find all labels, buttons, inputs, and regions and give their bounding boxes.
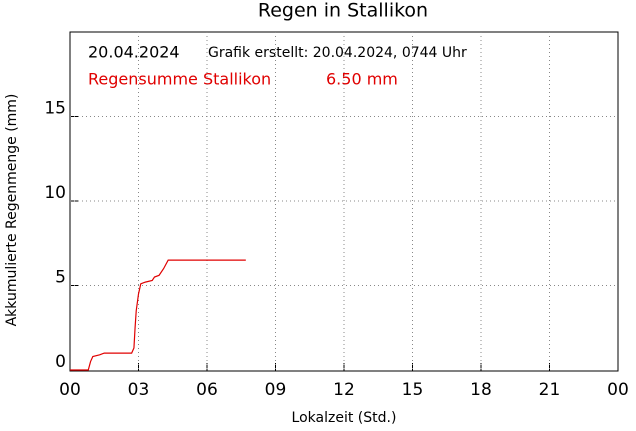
x-tick-label: 00 (607, 380, 629, 400)
y-tick-label: 5 (55, 268, 66, 288)
x-tick-label: 03 (128, 380, 150, 400)
y-tick-label: 0 (55, 352, 66, 372)
sum-label: Regensumme Stallikon (88, 70, 271, 89)
x-tick-label: 21 (539, 380, 561, 400)
x-tick-label: 09 (265, 380, 287, 400)
x-tick-label: 00 (59, 380, 81, 400)
y-tick-label: 15 (44, 99, 66, 119)
x-tick-label: 18 (470, 380, 492, 400)
chart-title: Regen in Stallikon (258, 0, 428, 22)
y-axis-label: Akkumulierte Regenmenge (mm) (4, 94, 20, 327)
sum-value-label: 6.50 mm (326, 70, 398, 89)
created-label: Grafik erstellt: 20.04.2024, 0744 Uhr (208, 45, 467, 61)
x-axis-label: Lokalzeit (Std.) (292, 410, 397, 426)
y-tick-label: 10 (44, 183, 66, 203)
date-label: 20.04.2024 (88, 43, 180, 62)
rain-line (70, 259, 246, 371)
x-tick-label: 15 (402, 380, 424, 400)
x-tick-label: 06 (196, 380, 218, 400)
x-tick-label: 12 (333, 380, 355, 400)
